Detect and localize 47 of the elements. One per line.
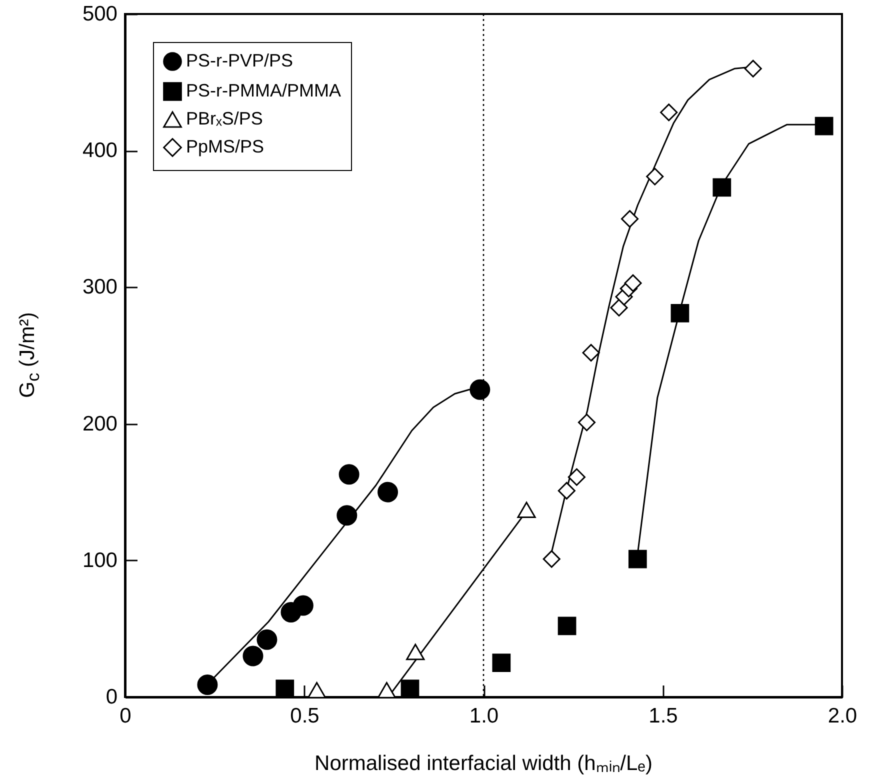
point (628, 550, 647, 568)
point (197, 674, 218, 695)
point (406, 644, 425, 660)
x-tick-label: 0 (120, 704, 132, 728)
y-tick-label: 400 (82, 139, 118, 162)
x-tick-label: 2.0 (828, 704, 858, 728)
point (242, 646, 264, 666)
point (338, 464, 360, 485)
point (558, 616, 576, 636)
point (492, 654, 511, 672)
point (558, 482, 576, 500)
point (578, 414, 596, 432)
point (517, 502, 536, 518)
y-tick-label: 500 (82, 2, 118, 26)
y-tick-label: 0 (106, 686, 118, 708)
point (670, 304, 690, 322)
point (568, 468, 586, 486)
y-tick-label: 300 (82, 276, 118, 299)
legend-label: PpMS/PS (186, 136, 264, 156)
point (377, 682, 396, 698)
point (620, 210, 639, 228)
point (276, 680, 294, 698)
point (292, 595, 314, 616)
point (712, 178, 732, 197)
x-tick-label: 1.0 (469, 704, 499, 728)
x-tick-label: 0.5 (290, 704, 320, 728)
legend-label: PS-r-PVP/PS (186, 50, 294, 70)
y-tick-label: 200 (82, 412, 118, 436)
point (582, 344, 600, 362)
point (336, 505, 358, 526)
point (610, 298, 628, 316)
point (542, 550, 560, 568)
point (814, 116, 834, 136)
y-tick-label: 100 (82, 548, 118, 572)
legend-label: PBrₓS/PS (186, 108, 263, 128)
point (470, 379, 490, 400)
point (646, 168, 664, 186)
point (400, 680, 420, 698)
point (307, 682, 326, 698)
point (660, 104, 678, 122)
x-axis-title: Normalised interfacial width (hₘᵢₙ/Lₑ) (314, 751, 654, 776)
point (378, 482, 398, 502)
point (624, 274, 642, 292)
point (256, 629, 278, 650)
x-tick-label: 1.5 (648, 704, 678, 728)
legend-label: PS-r-PMMA/PMMA (186, 80, 341, 100)
point (744, 60, 762, 78)
